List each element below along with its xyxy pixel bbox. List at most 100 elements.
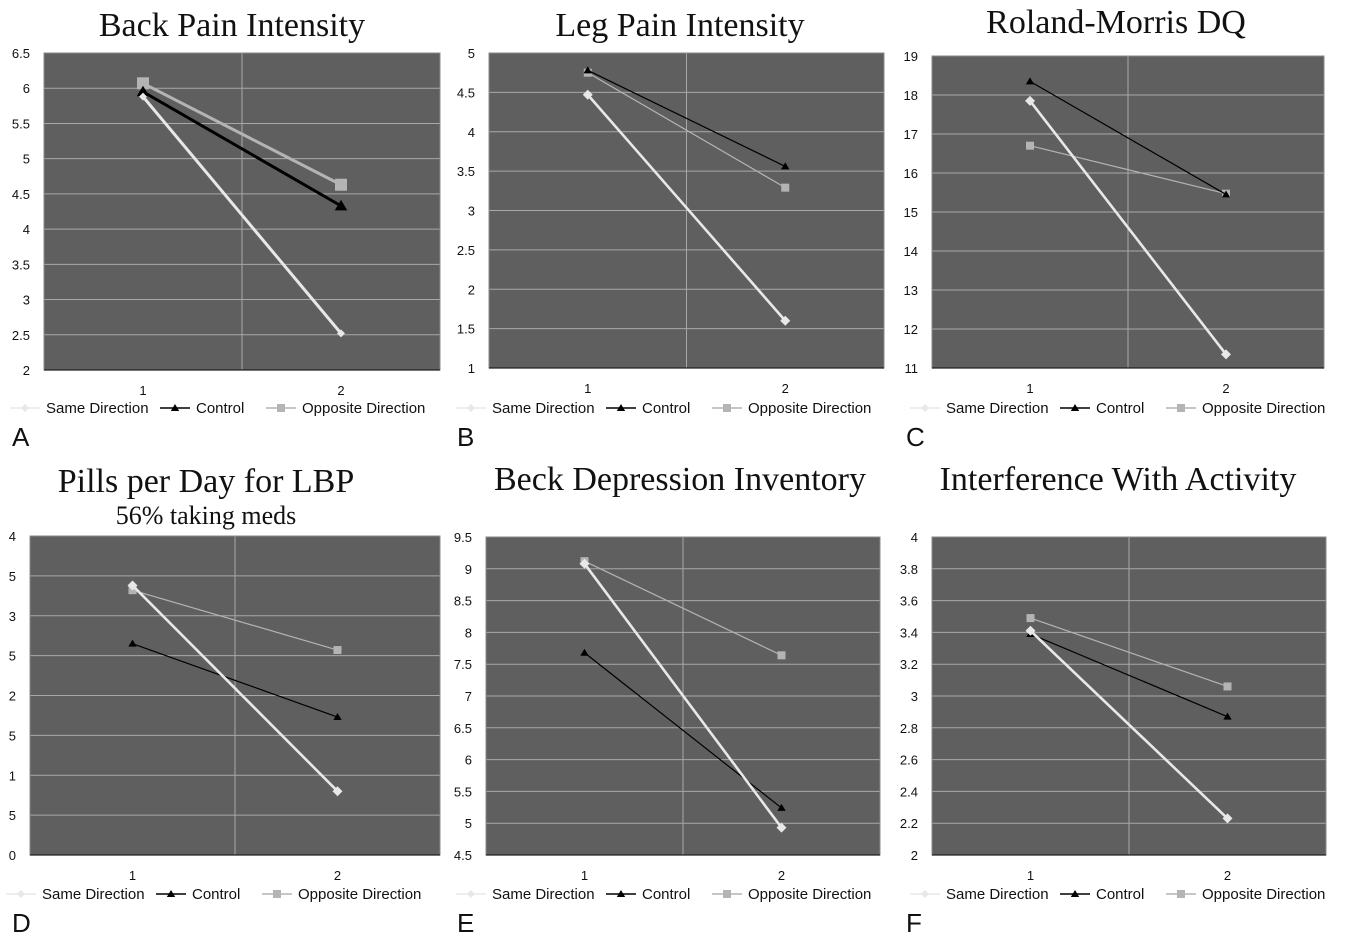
panel-letter-C: C <box>906 422 925 452</box>
x-tick-label-F: 1 <box>1027 868 1034 883</box>
legend-marker-opposite-E <box>723 890 731 898</box>
y-tick-label-D: 3 <box>9 609 16 624</box>
legend-marker-opposite-C <box>1177 404 1185 412</box>
legend-marker-control-A <box>170 404 180 411</box>
x-tick-label-E: 1 <box>581 868 588 883</box>
series-line-same-F <box>1029 629 1229 820</box>
x-tick-label-A: 1 <box>139 383 146 398</box>
marker-same-E <box>776 822 787 833</box>
x-tick-label-C: 1 <box>1026 381 1033 396</box>
marker-same-F <box>1025 625 1036 636</box>
marker-opposite-F <box>1026 614 1035 623</box>
legend-label-control-F: Control <box>1096 886 1144 903</box>
panel-letter-B: B <box>457 422 474 452</box>
y-tick-label-D: 5 <box>9 808 16 823</box>
y-tick-label-D: 5 <box>9 569 16 584</box>
y-tick-label-E: 5 <box>465 816 472 831</box>
marker-control-F <box>1223 712 1232 720</box>
series-line-control-B <box>587 69 786 167</box>
series-line-opposite-F <box>1030 617 1228 688</box>
y-tick-label-D: 0 <box>9 848 16 863</box>
y-tick-label-F: 3.2 <box>900 657 918 672</box>
marker-same-F <box>1222 813 1233 824</box>
legend-label-opposite-B: Opposite Direction <box>748 400 871 417</box>
x-tick-label-E: 2 <box>778 868 785 883</box>
series-line-opposite-C <box>1029 145 1227 195</box>
y-tick-label-B: 5 <box>468 46 475 61</box>
x-tick-label-C: 2 <box>1222 381 1229 396</box>
y-tick-label-A: 5.5 <box>12 116 30 131</box>
series-line-opposite-D <box>132 589 338 651</box>
marker-same-B <box>780 315 791 326</box>
legend-marker-control-C <box>1070 404 1080 411</box>
panel-title-E: Beck Depression Inventory <box>494 461 866 498</box>
legend-label-control-C: Control <box>1096 400 1144 417</box>
marker-opposite-A <box>137 77 149 90</box>
marker-same-C <box>1221 349 1231 360</box>
series-line-same-D <box>131 584 339 793</box>
y-tick-label-E: 9 <box>465 562 472 577</box>
legend-marker-same-F <box>921 890 929 898</box>
panel-letter-F: F <box>906 908 922 938</box>
series-line-opposite-B <box>587 72 786 189</box>
x-tick-label-A: 2 <box>337 383 344 398</box>
legend-label-control-E: Control <box>642 886 690 903</box>
y-tick-label-D: 2 <box>9 689 16 704</box>
marker-opposite-D <box>333 646 342 655</box>
y-tick-label-A: 3.5 <box>12 257 30 272</box>
marker-opposite-E <box>777 651 786 660</box>
y-tick-label-E: 8 <box>465 625 472 640</box>
series-line-control-A <box>142 90 342 208</box>
y-tick-label-C: 15 <box>904 205 918 220</box>
x-tick-label-B: 2 <box>782 381 789 396</box>
y-tick-label-E: 7.5 <box>454 657 472 672</box>
y-tick-label-F: 2.2 <box>900 816 918 831</box>
y-tick-label-F: 2.4 <box>900 784 918 799</box>
marker-same-A <box>139 92 147 101</box>
marker-same-A <box>337 329 345 338</box>
marker-control-B <box>583 66 592 74</box>
marker-opposite-A <box>335 178 347 191</box>
y-tick-label-D: 5 <box>9 728 16 743</box>
y-tick-label-B: 4 <box>468 125 475 140</box>
panel-title-F: Interference With Activity <box>940 461 1297 498</box>
y-tick-label-D: 1 <box>9 768 16 783</box>
marker-same-E <box>579 558 590 569</box>
panel-letter-E: E <box>457 908 474 938</box>
legend-label-same-A: Same Direction <box>46 400 149 417</box>
marker-control-D <box>128 639 137 647</box>
legend-label-opposite-A: Opposite Direction <box>302 400 425 417</box>
panel-letter-D: D <box>12 908 31 938</box>
y-tick-label-B: 3 <box>468 204 475 219</box>
series-line-opposite-A <box>142 81 342 187</box>
y-tick-label-A: 4.5 <box>12 187 30 202</box>
legend-marker-opposite-A <box>277 404 285 412</box>
marker-control-E <box>580 648 589 656</box>
y-tick-label-B: 1.5 <box>457 322 475 337</box>
legend-marker-opposite-D <box>273 890 281 898</box>
y-tick-label-E: 6 <box>465 753 472 768</box>
legend-label-same-F: Same Direction <box>946 886 1049 903</box>
marker-opposite-C <box>1026 141 1034 150</box>
marker-same-C <box>1025 95 1035 106</box>
y-tick-label-C: 11 <box>905 361 919 376</box>
y-tick-label-C: 13 <box>904 283 918 298</box>
marker-control-E <box>777 803 786 811</box>
y-tick-label-A: 2 <box>23 363 30 378</box>
y-tick-label-C: 12 <box>904 322 918 337</box>
y-tick-label-E: 6.5 <box>454 721 472 736</box>
y-tick-label-F: 2.6 <box>900 753 918 768</box>
legend-label-control-D: Control <box>192 886 240 903</box>
y-tick-label-C: 17 <box>904 127 918 142</box>
legend-marker-same-D <box>17 890 25 898</box>
marker-control-C <box>1221 190 1231 198</box>
legend-marker-same-B <box>467 404 475 412</box>
series-line-same-A <box>141 95 343 335</box>
marker-control-D <box>333 713 342 721</box>
y-tick-label-B: 2 <box>468 282 475 297</box>
legend-marker-control-B <box>616 404 626 411</box>
legend-marker-same-E <box>467 890 475 898</box>
y-tick-label-A: 5 <box>23 152 30 167</box>
legend-label-same-C: Same Direction <box>946 400 1049 417</box>
